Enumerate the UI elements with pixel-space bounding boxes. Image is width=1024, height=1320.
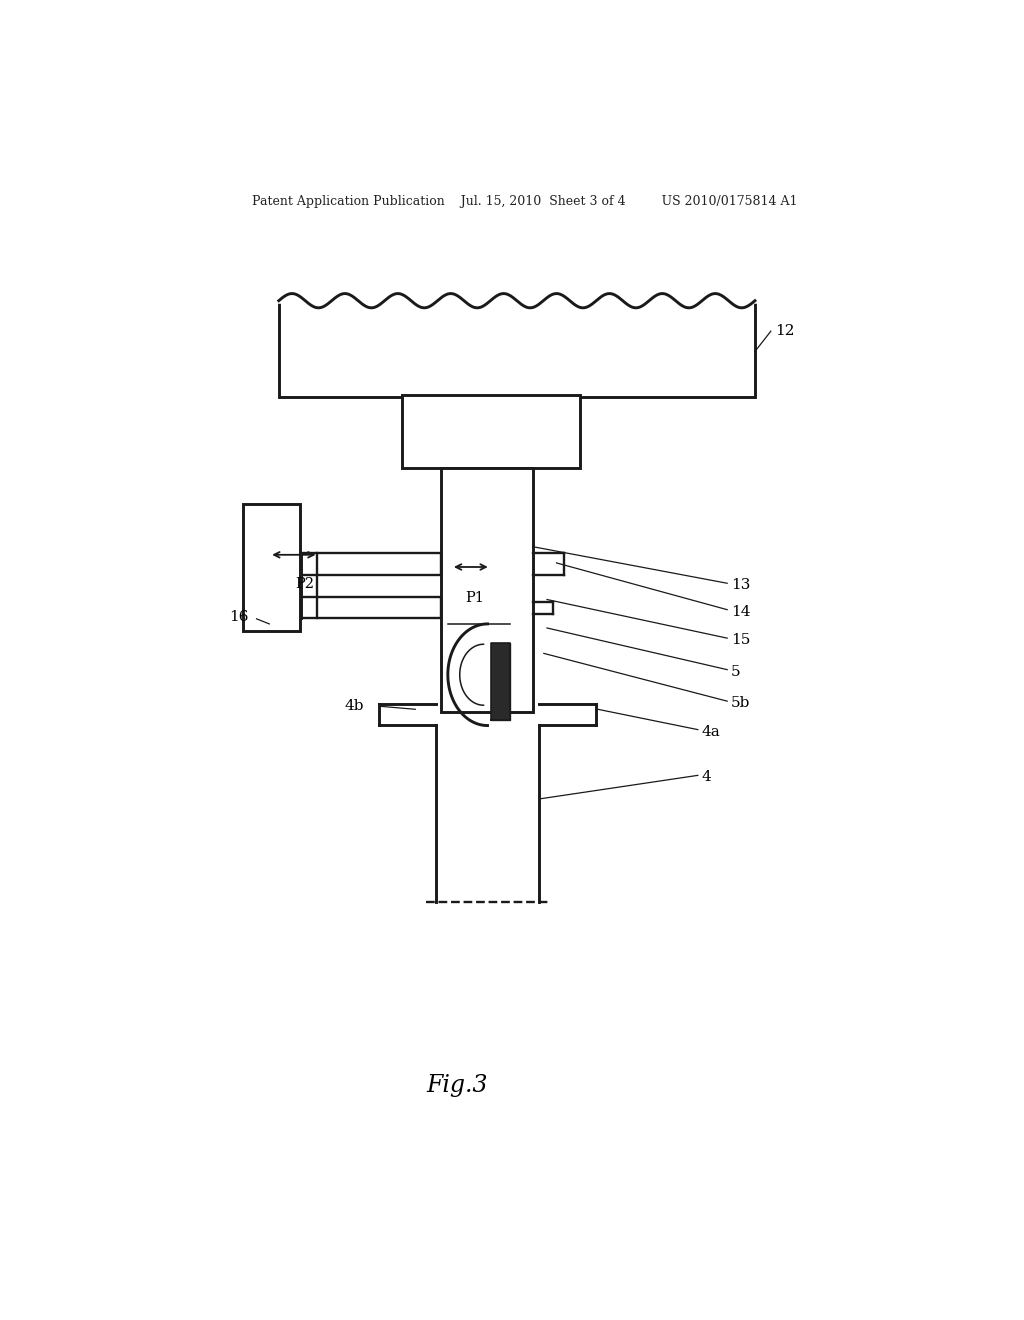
Text: Fig.3: Fig.3 bbox=[427, 1074, 488, 1097]
Bar bbox=[279, 301, 755, 397]
Bar bbox=[301, 553, 441, 576]
Text: 13: 13 bbox=[731, 578, 751, 593]
Text: 15: 15 bbox=[731, 634, 751, 647]
Bar bbox=[401, 395, 581, 469]
Text: 4b: 4b bbox=[345, 700, 365, 713]
Text: 12: 12 bbox=[775, 325, 795, 338]
Text: 16: 16 bbox=[229, 610, 249, 624]
Text: 5: 5 bbox=[731, 665, 740, 678]
Text: 14: 14 bbox=[731, 605, 751, 619]
Text: Patent Application Publication    Jul. 15, 2010  Sheet 3 of 4         US 2010/01: Patent Application Publication Jul. 15, … bbox=[252, 194, 798, 207]
Text: P2: P2 bbox=[296, 577, 314, 591]
Text: 4: 4 bbox=[701, 771, 712, 784]
Bar bbox=[301, 598, 441, 618]
Text: 4a: 4a bbox=[701, 725, 721, 739]
Bar bbox=[441, 469, 532, 713]
Text: P1: P1 bbox=[465, 591, 484, 606]
Bar bbox=[243, 504, 300, 631]
Text: 5b: 5b bbox=[731, 696, 751, 710]
